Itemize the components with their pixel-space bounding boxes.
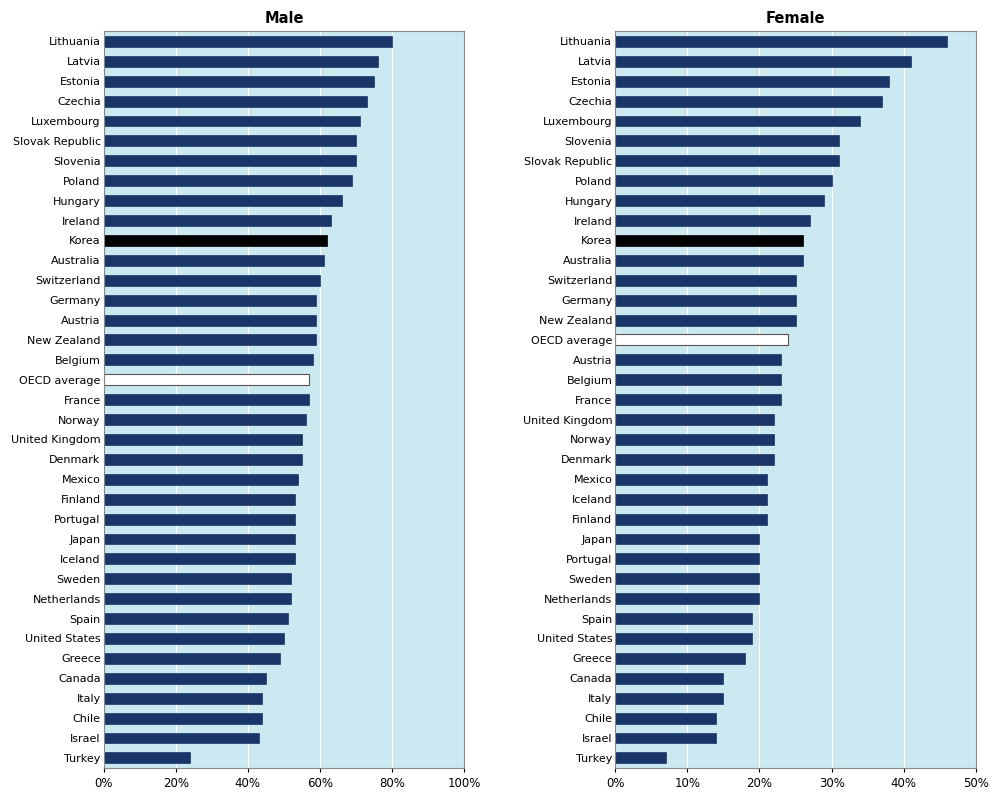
Bar (615, 195, 824, 206)
Bar (104, 613, 288, 624)
Bar (104, 235, 327, 246)
Bar (615, 374, 781, 385)
Bar (615, 673, 723, 684)
Bar (104, 56, 378, 66)
Bar (615, 115, 860, 127)
Bar (615, 513, 767, 525)
Bar (104, 752, 190, 763)
Bar (615, 454, 774, 465)
Title: Male: Male (264, 11, 304, 26)
Bar (104, 76, 374, 87)
Bar (615, 255, 803, 266)
Bar (615, 175, 832, 186)
Bar (104, 414, 306, 425)
Bar (104, 533, 295, 545)
Bar (615, 553, 759, 565)
Bar (104, 493, 295, 505)
Bar (615, 613, 752, 624)
Bar (104, 713, 262, 723)
Bar (615, 733, 716, 743)
Bar (104, 295, 316, 306)
Bar (104, 95, 367, 107)
Bar (615, 76, 889, 87)
Bar (104, 733, 259, 743)
Bar (615, 335, 788, 345)
Bar (104, 36, 392, 47)
Bar (615, 752, 666, 763)
Bar (615, 434, 774, 445)
Bar (615, 155, 839, 167)
Bar (615, 215, 810, 226)
Bar (104, 115, 360, 127)
Bar (615, 653, 745, 664)
Bar (104, 633, 284, 644)
Bar (104, 315, 316, 325)
Bar (615, 414, 774, 425)
Bar (615, 693, 723, 703)
Bar (104, 434, 302, 445)
Bar (615, 394, 781, 405)
Bar (104, 335, 316, 345)
Bar (104, 454, 302, 465)
Bar (104, 394, 309, 405)
Bar (615, 713, 716, 723)
Bar (104, 474, 298, 485)
Bar (615, 295, 796, 306)
Bar (615, 493, 767, 505)
Bar (615, 633, 752, 644)
Bar (104, 693, 262, 703)
Bar (615, 533, 759, 545)
Bar (104, 574, 291, 584)
Bar (104, 215, 331, 226)
Bar (104, 673, 266, 684)
Bar (615, 36, 947, 47)
Bar (615, 275, 796, 286)
Bar (104, 135, 356, 147)
Bar (615, 235, 803, 246)
Bar (104, 513, 295, 525)
Bar (104, 553, 295, 565)
Bar (615, 56, 911, 66)
Bar (615, 135, 839, 147)
Bar (615, 354, 781, 365)
Bar (104, 374, 309, 385)
Bar (104, 195, 342, 206)
Bar (104, 255, 324, 266)
Bar (615, 474, 767, 485)
Bar (615, 315, 796, 325)
Bar (104, 175, 352, 186)
Bar (104, 354, 313, 365)
Bar (615, 594, 759, 604)
Bar (104, 653, 280, 664)
Bar (104, 594, 291, 604)
Bar (615, 574, 759, 584)
Bar (615, 95, 882, 107)
Title: Female: Female (766, 11, 825, 26)
Bar (104, 155, 356, 167)
Bar (104, 275, 320, 286)
